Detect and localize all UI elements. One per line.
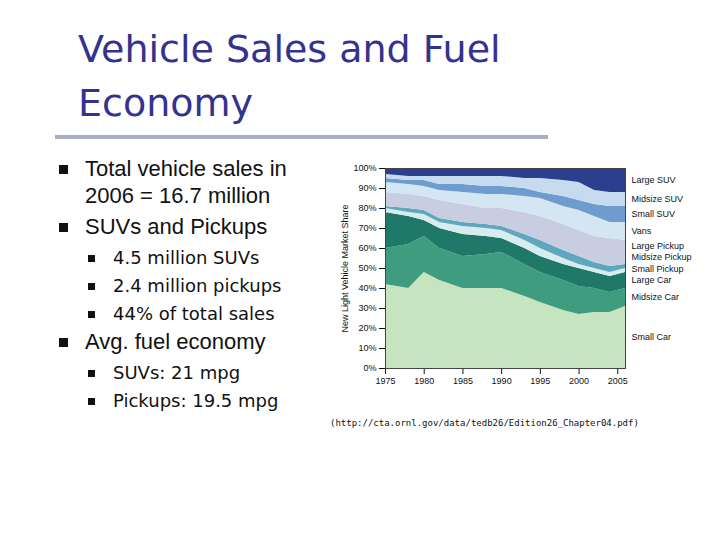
- svg-text:1990: 1990: [492, 376, 512, 386]
- svg-text:Midsize Pickup: Midsize Pickup: [632, 252, 692, 262]
- svg-text:20%: 20%: [358, 323, 376, 333]
- html-text:2.4 million pickups: 2.4 million pickups: [113, 275, 282, 296]
- svg-text:40%: 40%: [358, 283, 376, 293]
- html-text:Vehicle Sales and Fuel Economy: Vehicle Sales and Fuel Economy: [78, 27, 501, 125]
- svg-text:30%: 30%: [358, 303, 376, 313]
- html-text:Avg. fuel economy: Avg. fuel economy: [85, 329, 266, 354]
- html-text:44% of total sales: 44% of total sales: [113, 303, 275, 324]
- svg-text:Midsize Car: Midsize Car: [632, 292, 680, 302]
- svg-text:Small SUV: Small SUV: [632, 209, 676, 219]
- svg-text:2000: 2000: [569, 376, 589, 386]
- svg-text:1975: 1975: [375, 376, 395, 386]
- svg-text:10%: 10%: [358, 343, 376, 353]
- svg-text:Large Car: Large Car: [632, 275, 672, 285]
- svg-text:New Light Vehicle Market Share: New Light Vehicle Market Share: [340, 204, 350, 332]
- svg-text:50%: 50%: [358, 263, 376, 273]
- svg-text:100%: 100%: [353, 163, 376, 173]
- svg-text:70%: 70%: [358, 223, 376, 233]
- svg-text:60%: 60%: [358, 243, 376, 253]
- svg-text:1985: 1985: [453, 376, 473, 386]
- html-text:Total vehicle sales in 2006 =: Total vehicle sales in 2006 = 16.7 milli…: [85, 156, 287, 208]
- svg-text:0%: 0%: [363, 363, 376, 373]
- html-text:SUVs: 21 mpg: SUVs: 21 mpg: [113, 362, 241, 383]
- html-text:(http://cta.ornl.gov/data/tedb: (http://cta.ornl.gov/data/tedb26/Edition…: [330, 418, 639, 428]
- svg-text:Large Pickup: Large Pickup: [632, 241, 685, 251]
- svg-text:Vans: Vans: [632, 226, 652, 236]
- svg-text:80%: 80%: [358, 203, 376, 213]
- svg-text:Large SUV: Large SUV: [632, 175, 676, 185]
- html-text:4.5 million SUVs: 4.5 million SUVs: [113, 247, 260, 268]
- svg-text:90%: 90%: [358, 183, 376, 193]
- svg-text:Midsize SUV: Midsize SUV: [632, 194, 684, 204]
- svg-text:Small Pickup: Small Pickup: [632, 264, 684, 274]
- svg-text:1995: 1995: [530, 376, 550, 386]
- html-text:Pickups: 19.5 mpg: Pickups: 19.5 mpg: [113, 390, 279, 411]
- svg-text:1980: 1980: [414, 376, 434, 386]
- svg-text:Small Car: Small Car: [632, 332, 672, 342]
- html-text:SUVs and Pickups: SUVs and Pickups: [85, 214, 268, 239]
- svg-text:2005: 2005: [608, 376, 628, 386]
